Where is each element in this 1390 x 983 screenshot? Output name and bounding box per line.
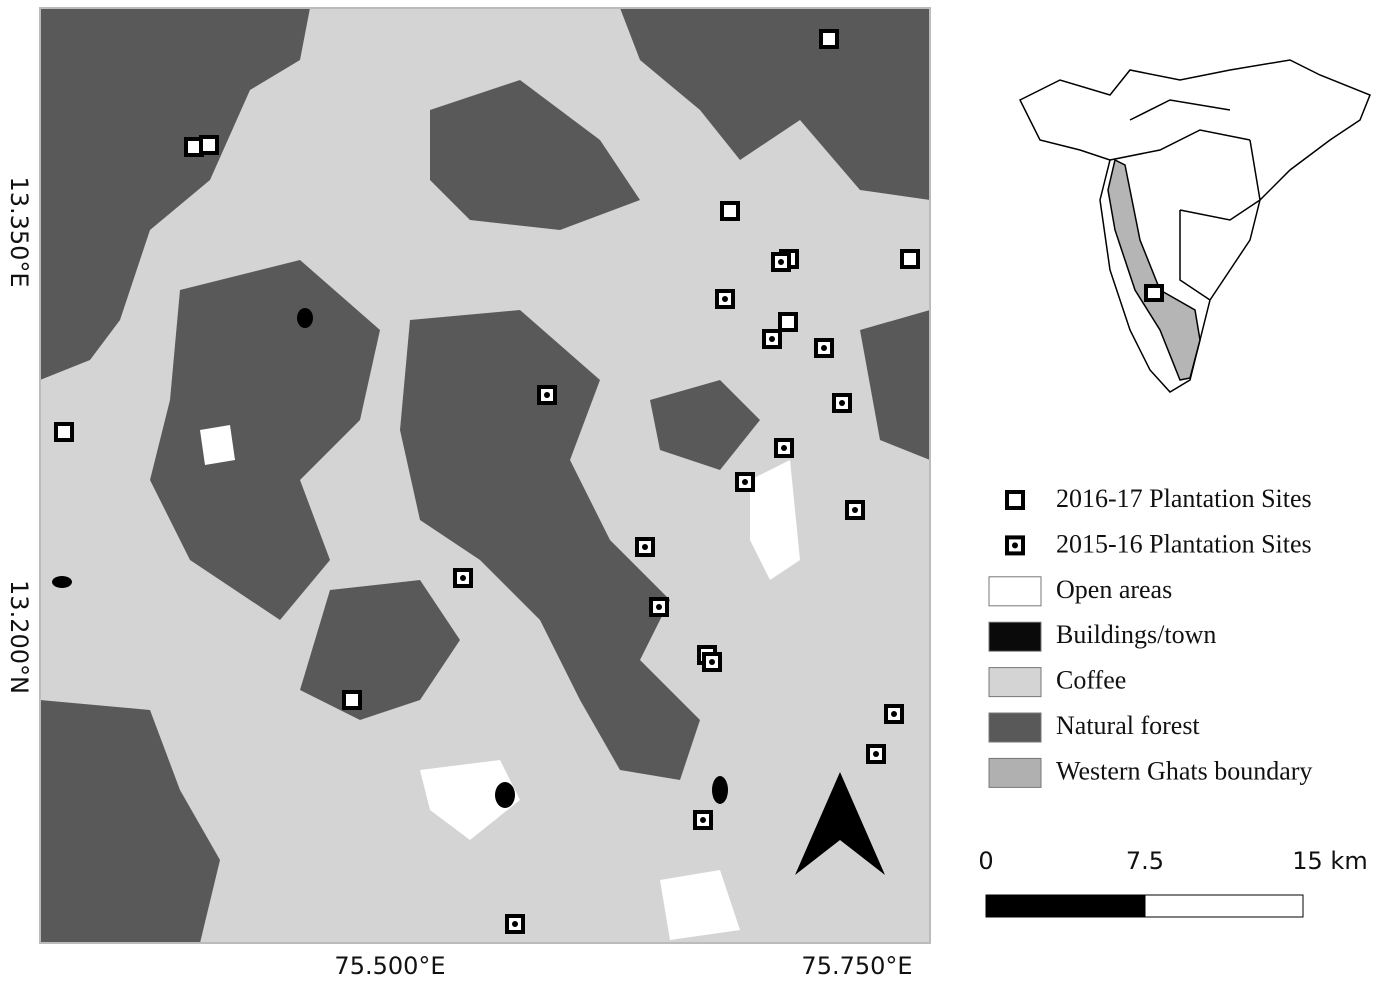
site-dot — [656, 604, 662, 610]
scale-label: 7.5 — [1126, 847, 1164, 875]
scale-bar — [986, 895, 1303, 917]
legend-label: Natural forest — [1056, 711, 1200, 740]
site-2016-17 — [722, 203, 738, 219]
site-dot — [852, 507, 858, 513]
site-dot — [821, 345, 827, 351]
site-dot — [642, 544, 648, 550]
lon-label: 75.500°E — [334, 952, 445, 979]
legend-label: Open areas — [1056, 575, 1172, 604]
site-dot — [544, 392, 550, 398]
lat-label: 13.200°N — [5, 580, 33, 694]
lon-label: 75.750°E — [801, 952, 912, 979]
site-2016-17 — [821, 31, 837, 47]
figure: 13.350°E 13.200°N 75.500°E 75.750°E 2016… — [0, 0, 1390, 979]
lat-label: 13.350°E — [5, 176, 33, 287]
site-2016-17 — [56, 424, 72, 440]
site-2016-17 — [344, 692, 360, 708]
site-dot — [891, 711, 897, 717]
site-dot — [778, 259, 784, 265]
site-dot — [1012, 542, 1018, 548]
legend-swatch — [989, 668, 1041, 697]
legend-swatch — [989, 758, 1041, 787]
site-dot — [873, 751, 879, 757]
site-dot — [722, 296, 728, 302]
legend-swatch — [989, 622, 1041, 651]
legend-label: 2016-17 Plantation Sites — [1056, 484, 1312, 513]
site-dot — [769, 336, 775, 342]
legend-label: Western Ghats boundary — [1056, 756, 1312, 785]
site-dot — [460, 575, 466, 581]
legend-label: Buildings/town — [1056, 620, 1216, 649]
site-dot — [742, 479, 748, 485]
site-2016-17 — [780, 314, 796, 330]
legend-swatch — [989, 713, 1041, 742]
legend-swatch — [989, 577, 1041, 606]
site-dot — [709, 659, 715, 665]
site-2016-17 — [201, 137, 217, 153]
legend-label: 2015-16 Plantation Sites — [1056, 529, 1312, 558]
site-2016-17 — [902, 251, 918, 267]
site-dot — [781, 445, 787, 451]
legend-label: Coffee — [1056, 666, 1126, 695]
site-dot — [512, 921, 518, 927]
site-dot — [839, 400, 845, 406]
site-2016-17 — [1007, 492, 1023, 508]
page: {"map": {"y_labels": ["13.350°E", "13.20… — [0, 0, 1390, 979]
scale-label: 0 — [978, 847, 993, 875]
inset-map — [1020, 60, 1370, 392]
scale-label: 15 km — [1292, 847, 1367, 875]
land-cover-map — [40, 8, 930, 943]
legend: 2016-17 Plantation Sites 2015-16 Plantati… — [989, 484, 1312, 787]
site-dot — [700, 817, 706, 823]
